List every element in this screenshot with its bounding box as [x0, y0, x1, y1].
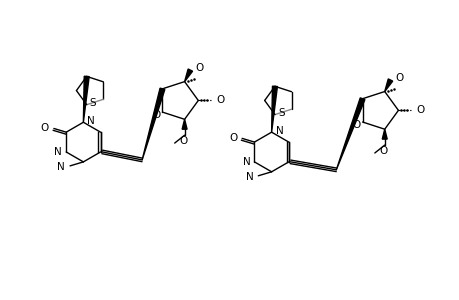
Polygon shape [336, 98, 364, 170]
Polygon shape [381, 129, 386, 139]
Text: N: N [57, 162, 65, 172]
Text: S: S [90, 98, 96, 108]
Text: N: N [275, 126, 283, 136]
Text: N: N [245, 172, 253, 182]
Polygon shape [182, 119, 187, 129]
Text: S: S [277, 108, 284, 118]
Text: O: O [216, 95, 224, 106]
Polygon shape [271, 86, 277, 132]
Polygon shape [83, 76, 89, 122]
Text: O: O [395, 73, 403, 83]
Polygon shape [142, 88, 164, 160]
Text: O: O [415, 105, 424, 116]
Text: O: O [379, 146, 387, 156]
Text: O: O [40, 124, 49, 134]
Text: N: N [54, 147, 62, 157]
Polygon shape [384, 79, 392, 92]
Text: O: O [152, 110, 160, 120]
Text: O: O [179, 136, 187, 146]
Text: N: N [87, 116, 95, 126]
Text: O: O [229, 134, 237, 143]
Polygon shape [184, 69, 192, 82]
Text: N: N [242, 157, 250, 167]
Text: O: O [195, 63, 203, 73]
Text: O: O [352, 120, 360, 130]
